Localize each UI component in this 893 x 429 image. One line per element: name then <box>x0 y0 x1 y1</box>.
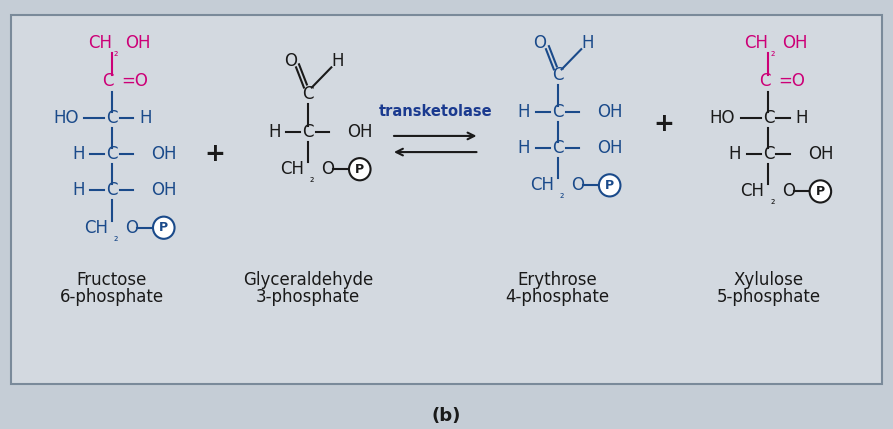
Text: H: H <box>139 109 152 127</box>
Text: HO: HO <box>53 109 79 127</box>
Text: CH: CH <box>84 219 108 237</box>
Text: O: O <box>321 160 335 178</box>
Text: Glyceraldehyde: Glyceraldehyde <box>243 271 373 289</box>
Text: OH: OH <box>782 34 807 52</box>
Text: CH: CH <box>88 34 112 52</box>
Text: OH: OH <box>597 139 622 157</box>
Text: H: H <box>331 52 344 70</box>
Text: =O: =O <box>778 73 805 91</box>
Text: H: H <box>518 103 530 121</box>
Text: O: O <box>782 182 795 200</box>
Text: H: H <box>268 123 280 141</box>
Text: +: + <box>204 142 225 166</box>
Text: ₂: ₂ <box>113 48 118 58</box>
Text: OH: OH <box>347 123 372 141</box>
Text: CH: CH <box>740 182 764 200</box>
Circle shape <box>599 174 621 196</box>
Text: transketolase: transketolase <box>379 104 492 119</box>
Text: HO: HO <box>710 109 735 127</box>
Text: CH: CH <box>745 34 769 52</box>
Text: Fructose: Fructose <box>77 271 147 289</box>
Text: OH: OH <box>126 34 151 52</box>
Text: C: C <box>302 85 313 103</box>
Text: P: P <box>159 221 169 234</box>
Text: Erythrose: Erythrose <box>518 271 597 289</box>
Text: O: O <box>534 34 547 52</box>
Text: ₂: ₂ <box>113 233 118 243</box>
Text: C: C <box>106 109 118 127</box>
Text: H: H <box>796 109 808 127</box>
Text: H: H <box>580 34 593 52</box>
Text: (b): (b) <box>432 407 461 425</box>
Text: Xylulose: Xylulose <box>733 271 804 289</box>
Text: C: C <box>552 103 563 121</box>
Text: C: C <box>763 109 774 127</box>
Text: C: C <box>552 139 563 157</box>
Text: C: C <box>552 66 563 85</box>
Text: C: C <box>106 145 118 163</box>
Text: OH: OH <box>807 145 833 163</box>
Text: C: C <box>763 145 774 163</box>
Text: ₂: ₂ <box>310 174 314 184</box>
Circle shape <box>153 217 174 239</box>
Text: O: O <box>284 52 296 70</box>
Text: P: P <box>355 163 364 176</box>
Text: +: + <box>653 112 674 136</box>
Text: OH: OH <box>597 103 622 121</box>
Text: H: H <box>518 139 530 157</box>
Text: P: P <box>816 185 825 198</box>
Text: =O: =O <box>121 73 148 91</box>
Text: CH: CH <box>280 160 304 178</box>
Text: H: H <box>729 145 741 163</box>
Text: ₂: ₂ <box>771 48 775 58</box>
Text: C: C <box>102 73 113 91</box>
Text: C: C <box>302 123 313 141</box>
Text: O: O <box>126 219 138 237</box>
Text: 6-phosphate: 6-phosphate <box>60 288 164 306</box>
Text: 3-phosphate: 3-phosphate <box>255 288 360 306</box>
Text: P: P <box>605 179 614 192</box>
Text: 4-phosphate: 4-phosphate <box>505 288 610 306</box>
Text: H: H <box>72 181 85 199</box>
Text: OH: OH <box>151 145 177 163</box>
Text: H: H <box>72 145 85 163</box>
Circle shape <box>810 180 831 202</box>
Text: C: C <box>106 181 118 199</box>
Text: OH: OH <box>151 181 177 199</box>
Text: CH: CH <box>530 176 554 194</box>
Text: ₂: ₂ <box>560 190 564 200</box>
Text: O: O <box>572 176 584 194</box>
Text: 5-phosphate: 5-phosphate <box>716 288 821 306</box>
Circle shape <box>349 158 371 180</box>
Text: C: C <box>759 73 771 91</box>
Text: ₂: ₂ <box>771 196 775 206</box>
